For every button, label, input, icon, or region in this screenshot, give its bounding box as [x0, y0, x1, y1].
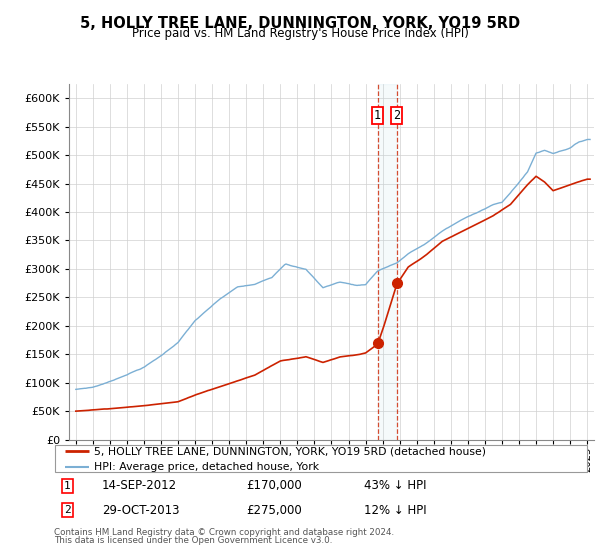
Text: This data is licensed under the Open Government Licence v3.0.: This data is licensed under the Open Gov… — [54, 536, 332, 545]
Text: 12% ↓ HPI: 12% ↓ HPI — [364, 504, 427, 517]
Text: 5, HOLLY TREE LANE, DUNNINGTON, YORK, YO19 5RD: 5, HOLLY TREE LANE, DUNNINGTON, YORK, YO… — [80, 16, 520, 31]
Text: 14-SEP-2012: 14-SEP-2012 — [102, 479, 177, 492]
Text: Price paid vs. HM Land Registry's House Price Index (HPI): Price paid vs. HM Land Registry's House … — [131, 27, 469, 40]
Text: £170,000: £170,000 — [246, 479, 302, 492]
Text: £275,000: £275,000 — [246, 504, 302, 517]
Text: 2: 2 — [64, 506, 71, 516]
Text: Contains HM Land Registry data © Crown copyright and database right 2024.: Contains HM Land Registry data © Crown c… — [54, 528, 394, 536]
FancyBboxPatch shape — [55, 445, 587, 472]
Text: 1: 1 — [64, 481, 71, 491]
Text: 2: 2 — [393, 109, 400, 122]
Bar — [377, 84, 397, 440]
Text: HPI: Average price, detached house, York: HPI: Average price, detached house, York — [94, 462, 319, 472]
Text: 5, HOLLY TREE LANE, DUNNINGTON, YORK, YO19 5RD (detached house): 5, HOLLY TREE LANE, DUNNINGTON, YORK, YO… — [94, 446, 486, 456]
Text: 43% ↓ HPI: 43% ↓ HPI — [364, 479, 426, 492]
Text: 29-OCT-2013: 29-OCT-2013 — [102, 504, 179, 517]
Text: 1: 1 — [374, 109, 381, 122]
